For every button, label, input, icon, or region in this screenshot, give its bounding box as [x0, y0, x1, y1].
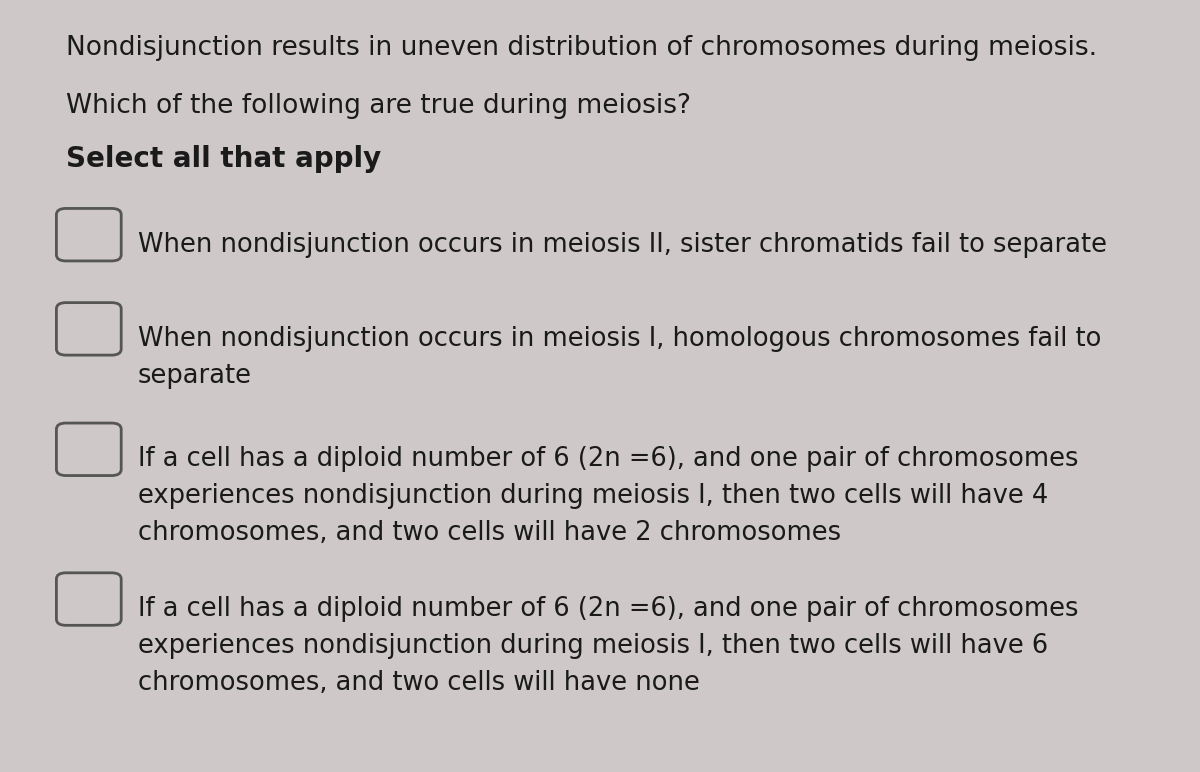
Text: Select all that apply: Select all that apply [66, 145, 382, 173]
Text: When nondisjunction occurs in meiosis II, sister chromatids fail to separate: When nondisjunction occurs in meiosis II… [138, 232, 1108, 258]
Text: When nondisjunction occurs in meiosis I, homologous chromosomes fail to
separate: When nondisjunction occurs in meiosis I,… [138, 326, 1102, 389]
Text: If a cell has a diploid number of 6 (2n =6), and one pair of chromosomes
experie: If a cell has a diploid number of 6 (2n … [138, 596, 1079, 696]
FancyBboxPatch shape [56, 573, 121, 625]
FancyBboxPatch shape [56, 303, 121, 355]
FancyBboxPatch shape [56, 423, 121, 476]
Text: Which of the following are true during meiosis?: Which of the following are true during m… [66, 93, 691, 119]
Text: If a cell has a diploid number of 6 (2n =6), and one pair of chromosomes
experie: If a cell has a diploid number of 6 (2n … [138, 446, 1079, 547]
Text: Nondisjunction results in uneven distribution of chromosomes during meiosis.: Nondisjunction results in uneven distrib… [66, 35, 1097, 61]
FancyBboxPatch shape [56, 208, 121, 261]
